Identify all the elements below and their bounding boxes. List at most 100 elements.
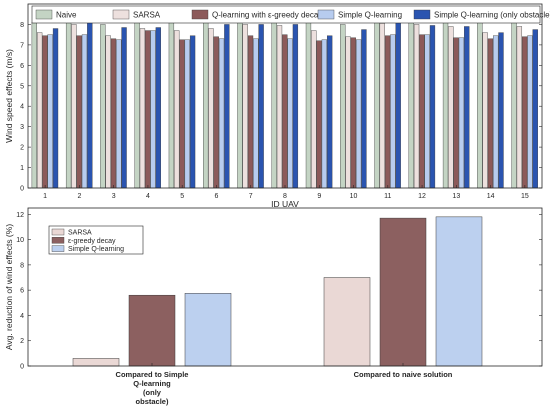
y-tick-label: 7 (20, 42, 24, 49)
bar (282, 34, 288, 189)
bar (150, 30, 156, 189)
bar (203, 15, 209, 189)
legend-swatch (191, 9, 209, 20)
legend-label: SARSA (133, 11, 161, 20)
y-tick-label: 3 (20, 124, 24, 131)
bar (442, 18, 449, 189)
bar (448, 26, 454, 189)
bar (424, 34, 430, 189)
bar (361, 29, 367, 189)
bar (350, 37, 356, 189)
bar (453, 37, 459, 189)
x-tick-label: 2 (77, 193, 81, 200)
bar (516, 26, 523, 189)
x-tick-label: (only (143, 388, 162, 397)
bar (292, 24, 299, 189)
bar (482, 32, 488, 189)
bar (139, 28, 146, 189)
y-tick-label: 5 (20, 83, 24, 90)
x-tick-label: obstacle) (136, 397, 169, 406)
y-tick-label: 4 (20, 104, 24, 111)
bar (408, 10, 414, 189)
bar (128, 294, 176, 367)
x-axis-label: ID UAV (271, 199, 299, 209)
legend-swatch (413, 9, 431, 20)
legend-box (31, 5, 541, 24)
bar (413, 24, 420, 189)
bar (511, 15, 517, 189)
bar (390, 34, 396, 189)
bar (145, 30, 151, 189)
bar (36, 32, 43, 189)
bar (31, 22, 37, 189)
wind-reduction-chart: 0 2 4 6 8 10 12 Compared to SimpleQ-learning(on… (4, 207, 543, 406)
legend-swatch (51, 228, 65, 236)
bar (379, 23, 385, 189)
bar (42, 35, 48, 189)
x-tick-label: Q-learning (133, 379, 171, 388)
legend-label: Q-learning with ε-greedy decay (212, 11, 322, 20)
bar (311, 30, 317, 189)
bar (384, 35, 391, 189)
bar (253, 38, 259, 189)
bar (477, 22, 483, 189)
x-tick-label: Compared to naive solution (354, 370, 453, 379)
y-tick-label: 4 (20, 313, 24, 320)
bar (323, 277, 371, 367)
bar (242, 24, 248, 189)
bar (316, 40, 322, 189)
x-tick-label: 13 (452, 193, 460, 200)
bar (419, 34, 425, 189)
bar (487, 38, 494, 189)
bar (110, 38, 117, 189)
bar (168, 17, 175, 189)
legend-swatch (51, 245, 65, 252)
bar (72, 358, 120, 367)
bar (237, 15, 243, 189)
bar (429, 25, 436, 189)
x-tick-label: 7 (249, 193, 253, 200)
legend-label: Simple Q-learning (only obstacle) (434, 11, 550, 20)
y-tick-label: 6 (20, 288, 24, 295)
wind-reduction-bars (72, 216, 483, 367)
legend-label: Simple Q-learning (338, 11, 402, 20)
bar (184, 293, 232, 367)
wind-reduction-axes: 0 2 4 6 8 10 12 Compared to SimpleQ-learning(on… (16, 207, 543, 406)
bar (218, 38, 225, 189)
bar (121, 27, 127, 189)
bar (100, 24, 106, 189)
y-tick-label: 0 (20, 186, 24, 193)
legend-swatch (112, 9, 130, 20)
bar (327, 35, 333, 189)
bar (155, 27, 161, 189)
y-tick-label: 12 (16, 212, 24, 219)
bar (340, 24, 346, 189)
bar (184, 39, 190, 189)
y-tick-label: 8 (20, 262, 24, 269)
bar (71, 24, 77, 189)
x-tick-label: 9 (317, 193, 321, 200)
bar (258, 24, 264, 189)
legend-box (48, 225, 144, 255)
bar (305, 14, 312, 189)
y-axis-label: Wind speed effects (m/s) (4, 49, 14, 143)
bar (174, 30, 180, 189)
legend: Naive SARSA Q-learning with ε-greedy decay… (31, 5, 550, 24)
bar (435, 216, 483, 367)
bar (321, 39, 328, 189)
legend-swatch (35, 9, 53, 20)
bar (379, 217, 427, 367)
bar (208, 28, 214, 189)
bar (522, 36, 528, 189)
y-tick-label: 8 (20, 22, 24, 29)
x-tick-label: 11 (384, 193, 391, 200)
bar (116, 39, 122, 189)
bar (395, 20, 401, 189)
x-tick-label: 3 (112, 193, 116, 200)
legend-label: SARSA (68, 230, 92, 237)
y-tick-label: 2 (20, 338, 24, 345)
legend-label: ε-greedy decay (68, 238, 116, 245)
